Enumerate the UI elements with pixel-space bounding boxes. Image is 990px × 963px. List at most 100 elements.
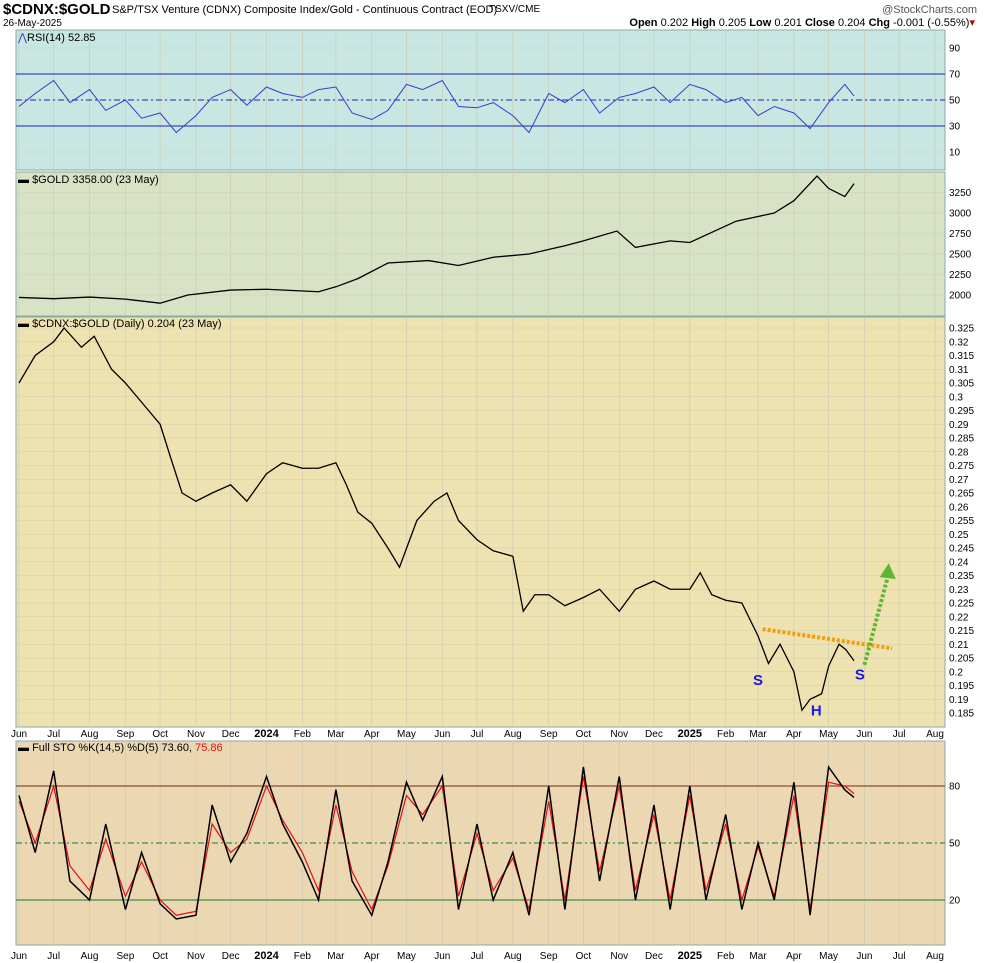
pattern-label-h: H — [811, 702, 822, 719]
open-label: Open — [629, 17, 658, 29]
breakout-arrow-line — [862, 572, 891, 666]
x-tick-label: Jul — [471, 729, 484, 740]
x-tick-label: Oct — [576, 729, 592, 740]
x-tick-label: Mar — [327, 951, 345, 962]
close-value: 0.204 — [837, 17, 866, 29]
y-tick-label: 0.275 — [949, 461, 974, 472]
panel-2-background — [15, 316, 946, 728]
y-tick-label: 3000 — [949, 209, 972, 220]
y-tick-label: 2000 — [949, 291, 972, 302]
x-tick-label: Dec — [222, 729, 240, 740]
y-tick-label: 30 — [949, 122, 961, 133]
symbol-description: S&P/TSX Venture (CDNX) Composite Index/G… — [112, 4, 498, 16]
y-tick-label: 0.3 — [949, 392, 963, 403]
x-tick-label: Dec — [222, 951, 240, 962]
y-tick-label: 0.26 — [949, 502, 969, 513]
x-tick-label: Oct — [576, 951, 592, 962]
x-tick-label: Jun — [434, 729, 450, 740]
y-tick-label: 0.305 — [949, 379, 974, 390]
sto-k-line — [18, 764, 855, 920]
x-tick-label: Aug — [504, 951, 522, 962]
chart-date: 26-May-2025 — [3, 18, 62, 29]
symbol-title: $CDNX:$GOLD — [3, 1, 111, 18]
y-tick-label: 0.2 — [949, 667, 963, 678]
x-tick-label: Jul — [47, 729, 60, 740]
rsi-line — [18, 79, 855, 134]
x-tick-label: Apr — [364, 951, 380, 962]
x-tick-label: Sep — [540, 951, 558, 962]
x-tick-label: Aug — [81, 951, 99, 962]
sto-legend: ▬ Full STO %K(14,5) %D(5) 73.60, 75.86 — [18, 742, 223, 754]
y-tick-label: 0.195 — [949, 681, 974, 692]
y-tick-label: 0.295 — [949, 406, 974, 417]
chg-value: -0.001 (-0.55%) — [893, 17, 970, 29]
x-tick-label: Jun — [11, 729, 27, 740]
y-tick-label: 0.24 — [949, 557, 969, 568]
x-tick-label: Apr — [364, 729, 380, 740]
gold-legend: ▬ $GOLD 3358.00 (23 May) — [18, 174, 159, 186]
y-tick-label: 0.245 — [949, 544, 974, 555]
y-tick-label: 2500 — [949, 250, 972, 261]
low-value: 0.201 — [774, 17, 802, 29]
gold-price-line — [18, 175, 855, 304]
y-tick-label: 0.265 — [949, 489, 974, 500]
x-tick-label: Aug — [926, 951, 944, 962]
x-tick-label: Jul — [471, 951, 484, 962]
y-tick-label: 2750 — [949, 229, 972, 240]
x-tick-label: Jun — [11, 951, 27, 962]
ratio-legend: ▬ $CDNX:$GOLD (Daily) 0.204 (23 May) — [18, 318, 222, 330]
y-tick-label: 0.32 — [949, 337, 969, 348]
x-tick-label: May — [819, 729, 838, 740]
sto-d-value: 75.86 — [195, 742, 223, 754]
x-tick-label: 2025 — [678, 728, 702, 740]
y-tick-label: 0.19 — [949, 695, 969, 706]
x-tick-label: Feb — [294, 951, 312, 962]
y-tick-label: 2250 — [949, 270, 972, 281]
panel-1-background — [15, 171, 946, 317]
y-tick-label: 70 — [949, 70, 961, 81]
y-tick-label: 0.285 — [949, 434, 974, 445]
pattern-label-s: S — [855, 667, 865, 684]
breakout-arrow-head-icon — [879, 563, 896, 580]
x-tick-label: Apr — [786, 951, 802, 962]
x-tick-label: Jun — [856, 951, 872, 962]
y-tick-label: 0.185 — [949, 709, 974, 720]
high-value: 0.205 — [718, 17, 747, 29]
ratio-legend-text: $CDNX:$GOLD (Daily) 0.204 (23 May) — [32, 318, 222, 330]
y-tick-label: 90 — [949, 44, 961, 55]
y-tick-label: 3250 — [949, 188, 972, 199]
x-tick-label: Feb — [717, 729, 735, 740]
y-tick-label: 0.235 — [949, 571, 974, 582]
watermark: @StockCharts.com — [882, 4, 977, 16]
rsi-legend-text: RSI(14) 52.85 — [27, 32, 96, 44]
x-tick-label: Nov — [187, 729, 205, 740]
chg-label: Chg — [868, 17, 890, 29]
rsi-legend: ⋀RSI(14) 52.85 — [18, 31, 96, 44]
y-tick-label: 0.28 — [949, 447, 969, 458]
x-tick-label: Feb — [717, 951, 735, 962]
x-tick-label: May — [397, 729, 416, 740]
ohlc-readout: Open 0.202 High 0.205 Low 0.201 Close 0.… — [629, 16, 975, 29]
y-tick-label: 0.21 — [949, 640, 969, 651]
x-tick-label: Sep — [117, 951, 135, 962]
x-tick-label: 2025 — [678, 950, 702, 962]
x-tick-label: Oct — [152, 729, 168, 740]
x-tick-label: Jul — [893, 951, 906, 962]
y-tick-label: 0.225 — [949, 599, 974, 610]
y-tick-label: 0.205 — [949, 654, 974, 665]
y-tick-label: 10 — [949, 148, 961, 159]
x-tick-label: Sep — [540, 729, 558, 740]
pattern-label-s: S — [753, 672, 763, 689]
y-tick-label: 0.325 — [949, 324, 974, 335]
y-tick-label: 0.22 — [949, 612, 969, 623]
x-tick-label: Aug — [81, 729, 99, 740]
x-tick-label: May — [819, 951, 838, 962]
y-tick-label: 0.255 — [949, 516, 974, 527]
sto-legend-text: Full STO %K(14,5) %D(5) 73.60, — [32, 742, 193, 754]
exchange: TSXV/CME — [489, 4, 541, 15]
y-tick-label: 0.31 — [949, 365, 969, 376]
x-tick-label: 2024 — [254, 950, 279, 962]
x-tick-label: Nov — [610, 729, 628, 740]
x-tick-label: Nov — [610, 951, 628, 962]
